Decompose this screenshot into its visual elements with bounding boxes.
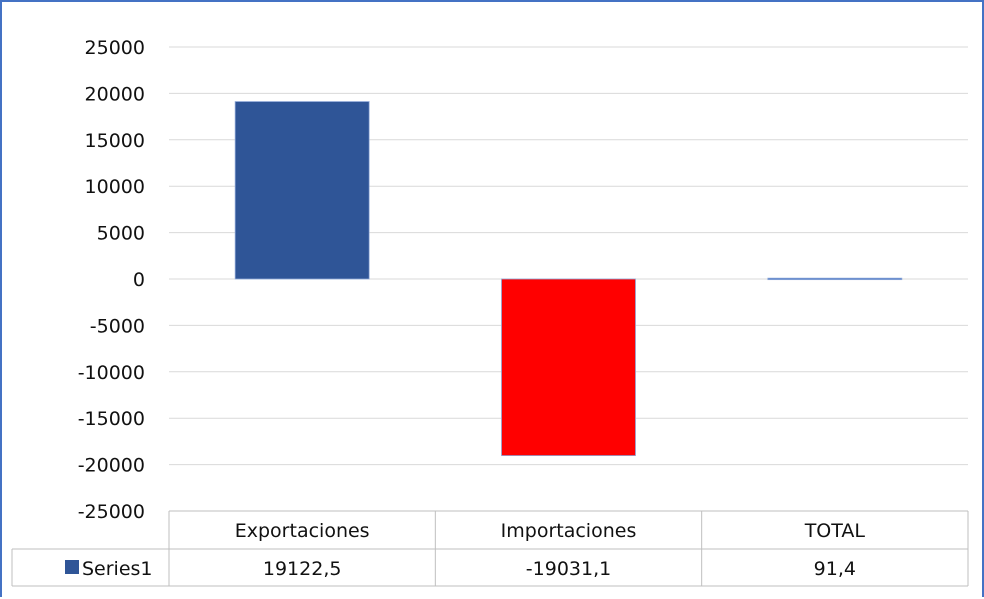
data-label: 19122,5 — [263, 558, 342, 580]
x-category-label: Importaciones — [501, 520, 637, 542]
y-tick-label: 15000 — [85, 130, 145, 152]
bar — [501, 278, 636, 457]
x-category-label: Exportaciones — [235, 520, 370, 542]
y-axis-tick-labels: 25000 20000 15000 10000 5000 0 -5000 -10000 -150… — [78, 37, 145, 523]
y-tick-label: -10000 — [78, 362, 145, 384]
bar — [767, 277, 903, 281]
data-table: Exportaciones 19122,5 Importaciones -19031,… — [11, 510, 969, 587]
y-tick-label: -20000 — [78, 455, 145, 477]
y-tick-label: 10000 — [85, 176, 145, 198]
y-tick-label: 25000 — [85, 37, 145, 59]
y-tick-label: 0 — [133, 269, 145, 291]
data-label: -19031,1 — [526, 558, 611, 580]
legend-series-name: Series1 — [82, 558, 153, 580]
y-tick-label: 20000 — [85, 83, 145, 105]
data-label: 91,4 — [814, 558, 856, 580]
bar — [234, 101, 370, 280]
legend-key — [65, 560, 79, 574]
y-tick-label: -25000 — [78, 501, 145, 523]
y-tick-label: 5000 — [97, 223, 145, 245]
x-category-label: TOTAL — [804, 520, 866, 542]
y-tick-label: -5000 — [90, 315, 145, 337]
bars — [234, 101, 903, 457]
y-tick-label: -15000 — [78, 408, 145, 430]
